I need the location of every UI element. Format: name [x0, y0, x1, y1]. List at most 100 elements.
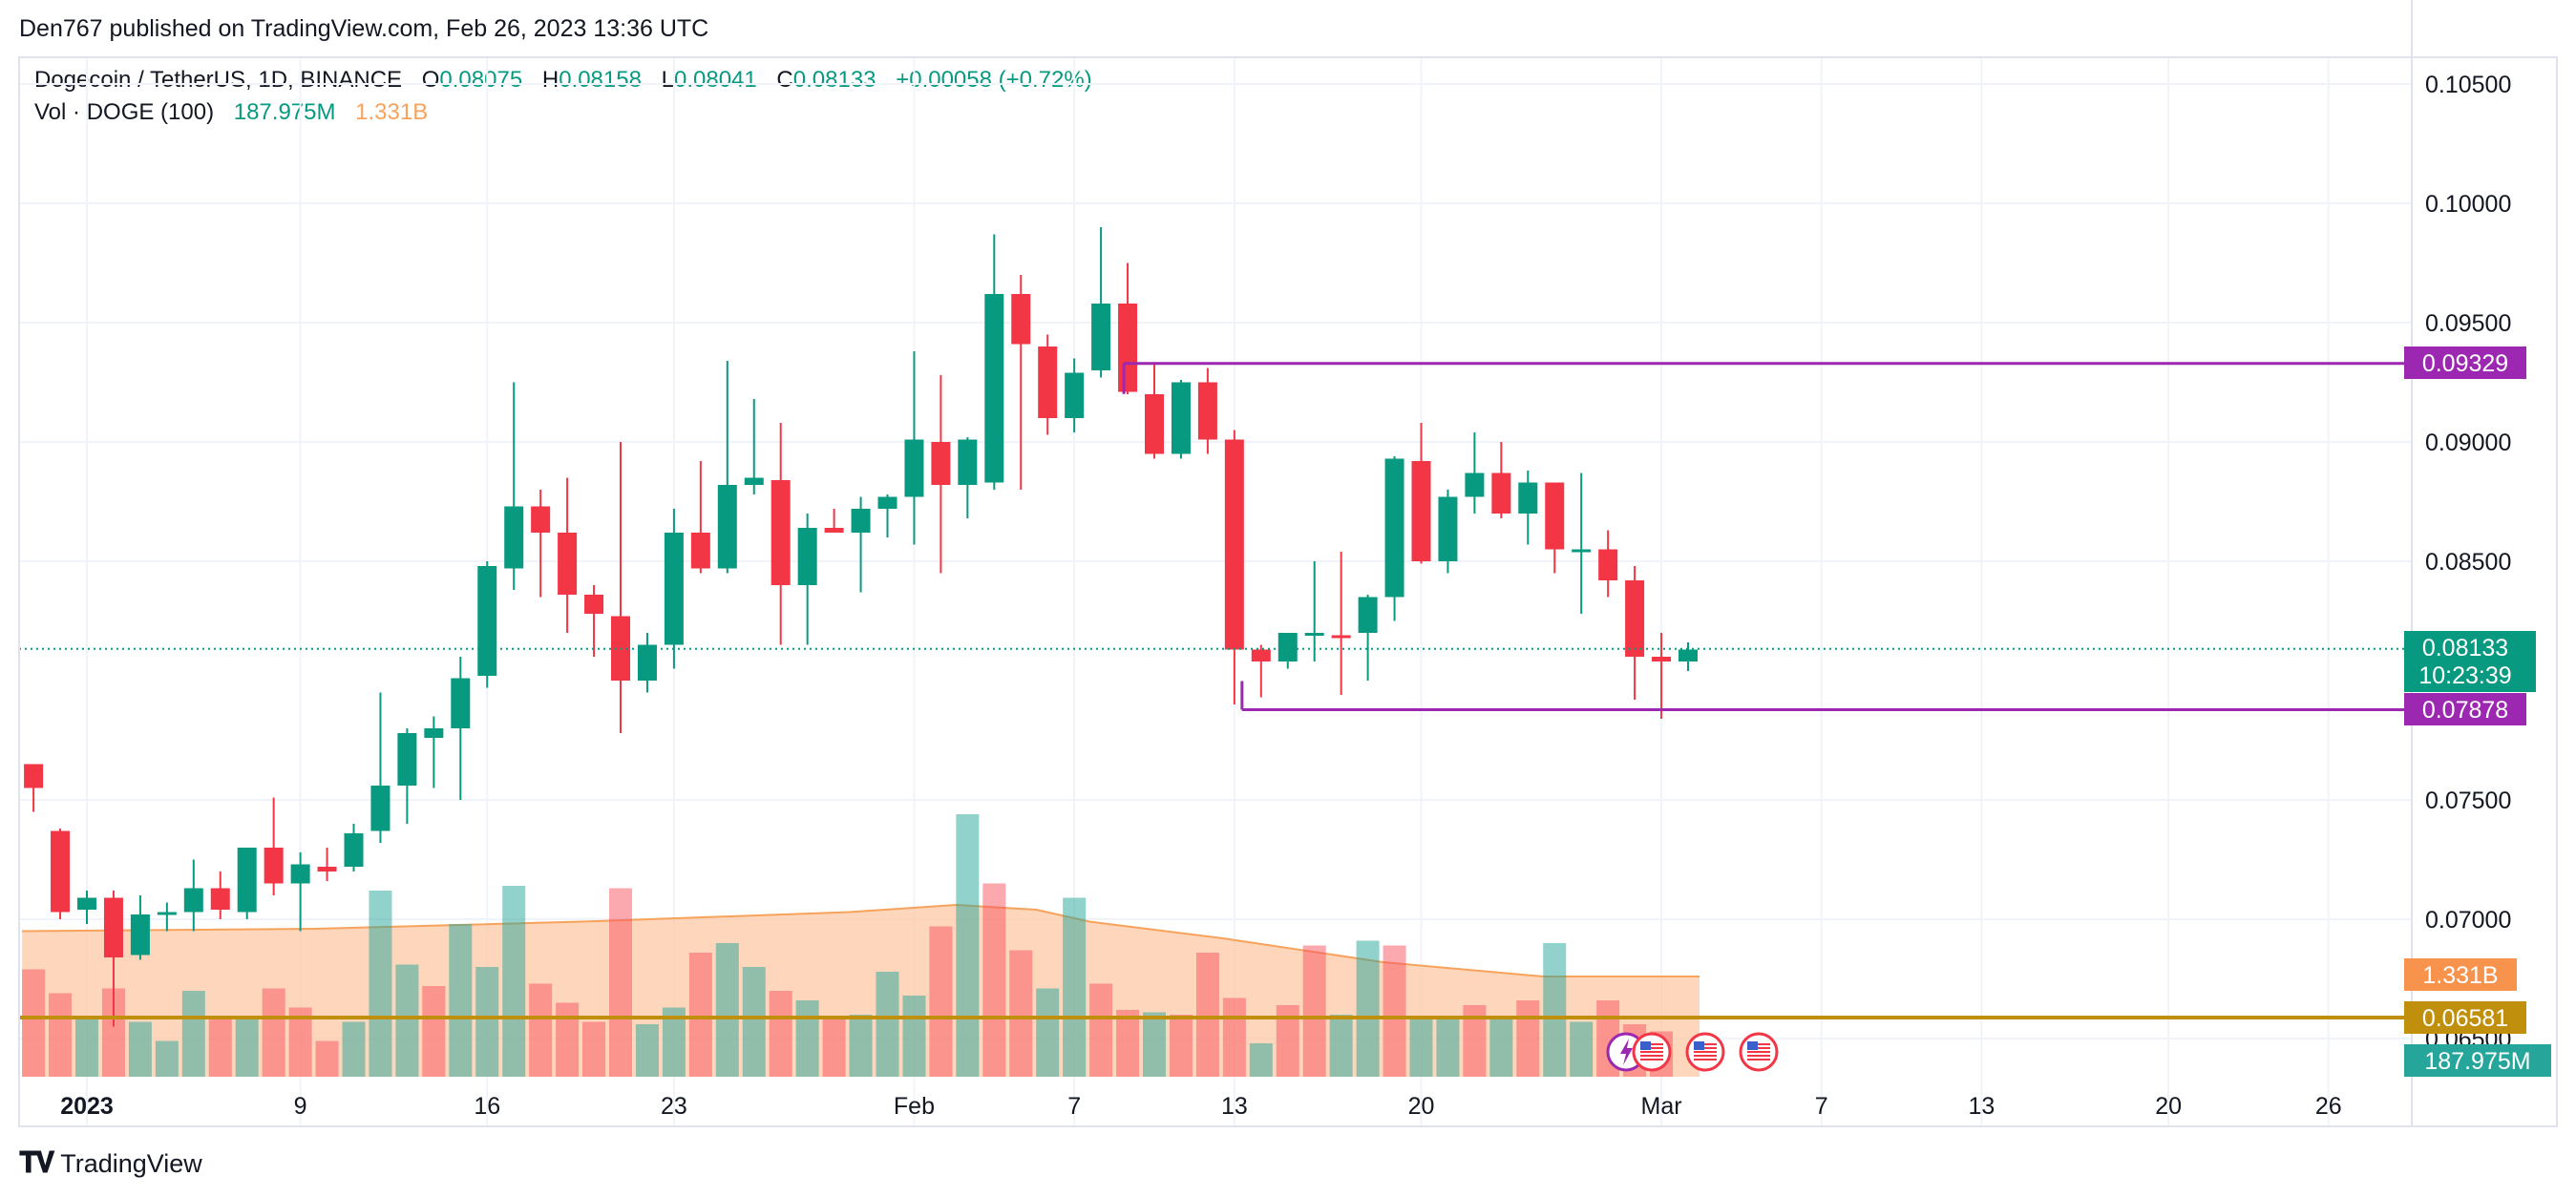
- candle-body: [238, 848, 257, 913]
- volume-bar: [502, 886, 525, 1077]
- time-tick-label: 13: [1969, 1093, 1995, 1120]
- time-tick-label: 16: [474, 1093, 500, 1120]
- candle-body: [1598, 550, 1617, 581]
- last-price-tag-text: 0.08133: [2422, 635, 2508, 662]
- time-tick-label: 20: [1408, 1093, 1435, 1120]
- candle-body: [665, 533, 684, 645]
- candle-body: [584, 595, 603, 614]
- candle-body: [397, 733, 416, 786]
- volume-bar: [902, 996, 925, 1077]
- candle-body: [264, 848, 284, 884]
- volume-bar: [1330, 1015, 1353, 1077]
- candle-body: [1412, 461, 1431, 561]
- time-tick-label: 13: [1221, 1093, 1248, 1120]
- volume-bar: [956, 814, 979, 1077]
- price-tick-label: 0.07000: [2425, 907, 2511, 934]
- candle-body: [1198, 383, 1217, 440]
- candle-body: [1679, 650, 1698, 662]
- tradingview-logo-icon: 𝐓𝐕: [19, 1147, 53, 1180]
- candle-body: [745, 478, 764, 486]
- candle-body: [1545, 483, 1564, 550]
- price-tick-label: 0.10500: [2425, 72, 2511, 98]
- time-tick-label: 7: [1067, 1093, 1081, 1120]
- candle-body: [345, 833, 364, 867]
- time-tick-label: 20: [2155, 1093, 2182, 1120]
- candle-body: [1172, 383, 1191, 454]
- candle-body: [104, 898, 123, 958]
- candle-body: [1385, 459, 1404, 598]
- volume-bar: [129, 1022, 152, 1078]
- volume-bar: [929, 927, 952, 1078]
- candle-body: [1572, 550, 1591, 553]
- volume-bar: [422, 986, 445, 1077]
- candle-body: [825, 528, 844, 533]
- hline-tag-text: 0.06581: [2422, 1005, 2508, 1032]
- volume-bar: [1170, 1015, 1193, 1077]
- us-flag-event-icon-stripe: [1694, 1051, 1717, 1053]
- candle-body: [1625, 580, 1644, 657]
- candle-body: [1332, 636, 1351, 639]
- candle-body: [984, 294, 1003, 483]
- us-flag-event-icon-canton: [1694, 1041, 1704, 1050]
- price-axis[interactable]: 0.10500 0.10000 0.09500 0.09000 0.08500 0.075…: [2425, 72, 2511, 1053]
- volume-bar: [1223, 998, 1246, 1078]
- candle-body: [477, 566, 496, 676]
- candle-body: [1359, 598, 1378, 634]
- volume-bar: [1489, 1019, 1512, 1077]
- volume-bar: [529, 984, 552, 1078]
- candle-body: [211, 889, 230, 911]
- us-flag-event-icon-stripe: [1747, 1059, 1770, 1060]
- tradingview-logo[interactable]: 𝐓𝐕 TradingView: [19, 1147, 202, 1180]
- us-flag-event-icon[interactable]: [1741, 1034, 1777, 1070]
- volume-bar: [1543, 943, 1566, 1077]
- price-tick-label: 0.08500: [2425, 549, 2511, 576]
- candle-body: [370, 786, 390, 831]
- candle-body: [424, 728, 443, 738]
- volume-bar: [582, 1022, 605, 1078]
- candle-body: [1278, 633, 1298, 662]
- time-tick-label: 2023: [60, 1093, 114, 1120]
- candle-body: [1465, 473, 1484, 497]
- volume-bar: [316, 1041, 339, 1078]
- tradingview-logo-text: TradingView: [60, 1149, 202, 1179]
- resistance-tag-text: 0.09329: [2422, 350, 2508, 377]
- time-tick-label: 26: [2315, 1093, 2342, 1120]
- candle-body: [1091, 304, 1110, 370]
- us-flag-event-icon[interactable]: [1634, 1034, 1670, 1070]
- candle-body: [1305, 633, 1324, 636]
- volume-bar: [1143, 1013, 1166, 1078]
- candle-body: [291, 865, 310, 884]
- time-axis[interactable]: 2023 9 16 23 Feb 7 13 20 Mar 7 13 20 26: [60, 1093, 2342, 1120]
- event-icons[interactable]: [1608, 1034, 1777, 1070]
- volume-bar: [556, 1003, 579, 1078]
- candle-body: [771, 480, 791, 585]
- candle-body: [958, 440, 977, 486]
- volume-bar: [1516, 1000, 1539, 1077]
- candle-body: [77, 898, 96, 911]
- candle-body: [852, 509, 871, 533]
- volume-bar: [343, 1022, 366, 1078]
- candle-body: [1065, 373, 1084, 419]
- volume-bar: [1196, 953, 1219, 1077]
- candle-body: [1038, 346, 1057, 418]
- candle-body: [531, 507, 550, 534]
- volume-bar: [209, 1019, 232, 1077]
- price-tick-label: 0.07500: [2425, 788, 2511, 814]
- volume-bar: [75, 1018, 98, 1078]
- time-tick-label: Feb: [894, 1093, 935, 1120]
- us-flag-event-icon-canton: [1640, 1041, 1651, 1050]
- candle-body: [158, 913, 177, 915]
- volume-bar: [609, 889, 632, 1078]
- candle-body: [1652, 657, 1671, 662]
- volume-bar: [1570, 1022, 1593, 1078]
- candle-body: [638, 645, 657, 682]
- us-flag-event-icon[interactable]: [1687, 1034, 1723, 1070]
- candle-body: [24, 765, 43, 788]
- volume-bar: [1383, 946, 1406, 1078]
- price-tick-label: 0.10000: [2425, 191, 2511, 218]
- candle-body: [318, 867, 337, 872]
- us-flag-event-icon-stripe: [1640, 1051, 1663, 1053]
- candle-body: [878, 497, 897, 510]
- countdown-tag-text: 10:23:39: [2418, 662, 2511, 689]
